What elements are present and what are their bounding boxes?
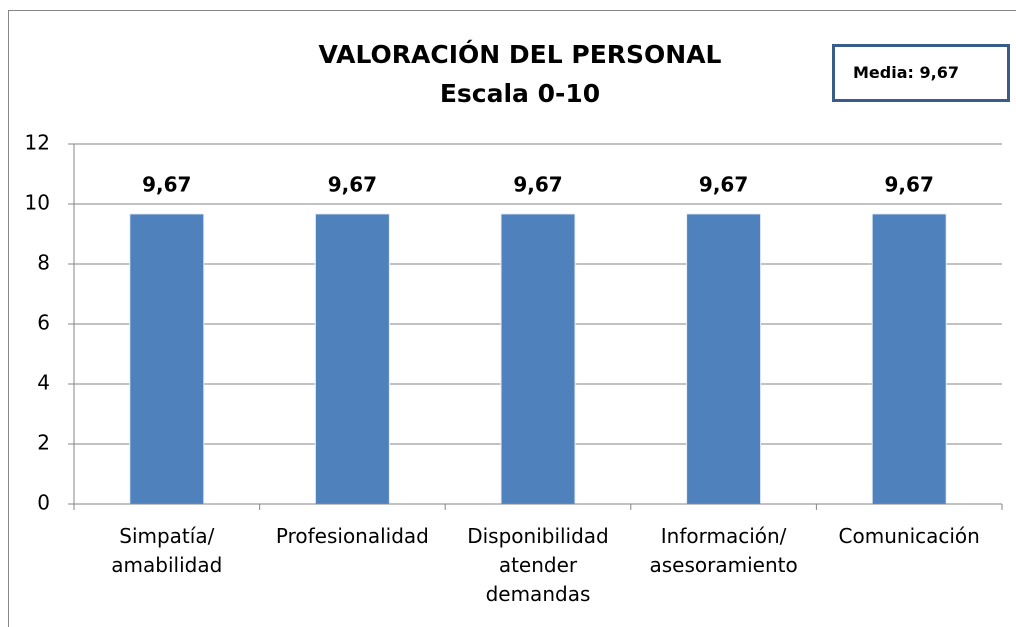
y-tick-label: 4 — [37, 371, 50, 395]
y-tick-label: 12 — [25, 131, 50, 155]
x-tick-label: Comunicación — [838, 524, 980, 548]
value-label: 9,67 — [513, 172, 562, 196]
y-tick-label: 10 — [25, 191, 50, 215]
x-tick-label: Disponibilidad atender demandas — [467, 524, 609, 606]
bar — [500, 213, 576, 505]
x-tick-label: Simpatía/ amabilidad — [111, 524, 223, 577]
y-tick-label: 6 — [37, 311, 50, 335]
y-tick-label: 8 — [37, 251, 50, 275]
annotation-box: Media: 9,67 — [832, 44, 1010, 102]
chart-title: VALORACIÓN DEL PERSONAL — [319, 39, 722, 69]
value-label: 9,67 — [885, 172, 934, 196]
chart-subtitle: Escala 0-10 — [440, 79, 600, 108]
bar — [314, 213, 390, 505]
value-label: 9,67 — [699, 172, 748, 196]
bar — [871, 213, 947, 505]
x-tick-label: Información/ asesoramiento — [649, 524, 798, 577]
annotation: Media: 9,67 — [853, 63, 959, 82]
value-label: 9,67 — [328, 172, 377, 196]
y-tick-label: 0 — [37, 491, 50, 515]
bar — [686, 213, 762, 505]
y-tick-label: 2 — [37, 431, 50, 455]
bar — [129, 213, 205, 505]
x-tick-label: Profesionalidad — [275, 524, 429, 548]
value-label: 9,67 — [142, 172, 191, 196]
